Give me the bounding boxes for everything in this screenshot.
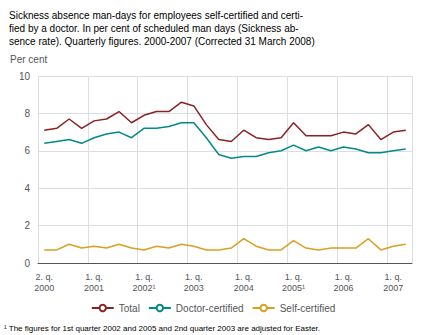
svg-text:2. q.: 2. q.: [35, 272, 53, 282]
svg-text:sence rate). Quarterly figures: sence rate). Quarterly figures. 2000-200…: [9, 36, 315, 47]
svg-text:2005¹: 2005¹: [282, 283, 305, 293]
svg-text:8: 8: [24, 108, 30, 119]
svg-text:2006: 2006: [333, 283, 353, 293]
svg-text:2000: 2000: [34, 283, 54, 293]
svg-text:2004: 2004: [234, 283, 254, 293]
svg-text:2: 2: [24, 220, 30, 231]
svg-text:1. q.: 1. q.: [85, 272, 103, 282]
svg-text:1. q.: 1. q.: [185, 272, 203, 282]
svg-text:2003: 2003: [184, 283, 204, 293]
svg-text:fied by a doctor. In per cent: fied by a doctor. In per cent of schedul…: [9, 23, 299, 34]
svg-text:1. q.: 1. q.: [135, 272, 153, 282]
svg-text:Per cent: Per cent: [10, 54, 47, 65]
svg-text:Sickness absence man-days for: Sickness absence man-days for employees …: [9, 10, 303, 21]
svg-text:Total: Total: [119, 303, 140, 314]
svg-text:¹ The figures for 1st quarter: ¹ The figures for 1st quarter 2002 and 2…: [4, 324, 320, 333]
svg-text:2002¹: 2002¹: [132, 283, 155, 293]
svg-text:6: 6: [24, 145, 30, 156]
svg-text:0: 0: [24, 258, 30, 269]
svg-text:Self-certified: Self-certified: [280, 303, 336, 314]
svg-text:1. q.: 1. q.: [235, 272, 253, 282]
svg-text:4: 4: [24, 183, 30, 194]
svg-text:1. q.: 1. q.: [285, 272, 303, 282]
svg-text:10: 10: [19, 71, 31, 82]
svg-text:2007: 2007: [383, 283, 403, 293]
svg-text:1. q.: 1. q.: [335, 272, 353, 282]
svg-text:1. q.: 1. q.: [385, 272, 403, 282]
svg-text:Doctor-certified: Doctor-certified: [176, 303, 244, 314]
svg-text:2001: 2001: [84, 283, 104, 293]
